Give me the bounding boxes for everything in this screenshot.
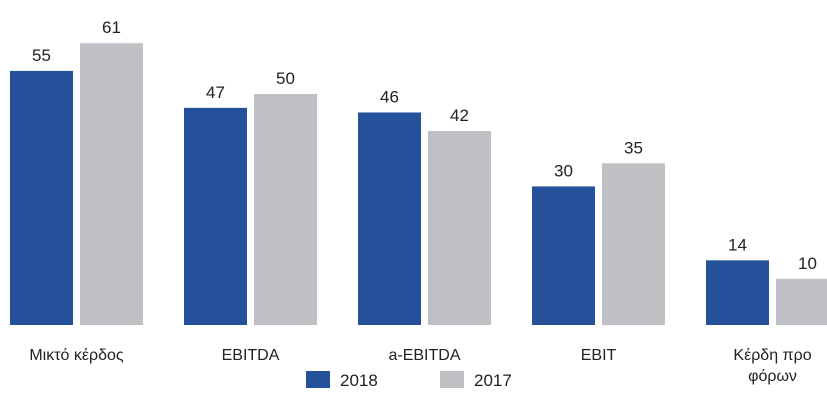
value-label: 46 (380, 87, 399, 106)
bar (602, 163, 665, 325)
bar (776, 278, 827, 325)
value-label: 10 (798, 254, 817, 273)
bar (532, 186, 595, 325)
bar (706, 260, 769, 325)
bar (80, 43, 143, 326)
legend-label: 2017 (474, 371, 512, 390)
bar (10, 70, 73, 326)
value-label: 42 (450, 106, 469, 125)
value-label: 14 (728, 235, 747, 254)
bar (184, 107, 247, 325)
bar (358, 112, 421, 325)
value-label: 55 (32, 46, 51, 65)
legend-label: 2018 (340, 371, 378, 390)
category-label: Κέρδη προ φόρων (733, 347, 812, 385)
value-label: 47 (206, 83, 225, 102)
value-label: 61 (102, 18, 121, 37)
category-label: Μικτό κέρδος (29, 347, 124, 364)
value-label: 35 (624, 138, 643, 157)
legend-swatch (440, 371, 464, 388)
category-label: EBITDA (221, 347, 280, 364)
bar (254, 94, 317, 325)
category-label: a-EBITDA (388, 347, 461, 364)
bar (428, 130, 491, 325)
legend-swatch (306, 371, 330, 388)
category-label: EBIT (580, 347, 617, 364)
value-label: 50 (276, 69, 295, 88)
value-label: 30 (554, 161, 573, 180)
